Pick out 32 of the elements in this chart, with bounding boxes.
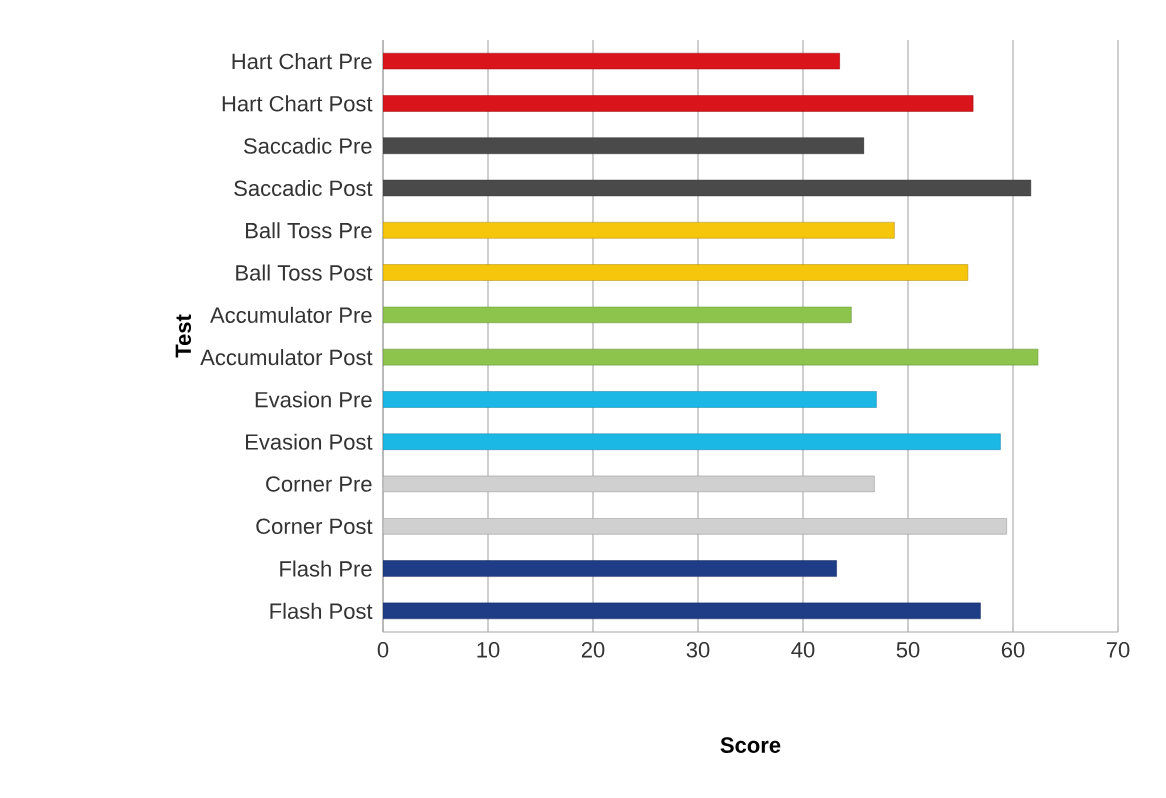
y-tick-label: Hart Chart Pre xyxy=(232,53,372,70)
x-tick-label: 30 xyxy=(686,642,710,658)
x-tick-label: 20 xyxy=(581,642,605,658)
y-tick-label: Flash Post xyxy=(270,602,373,619)
bar xyxy=(383,264,969,281)
y-tick-label: Evasion Pre xyxy=(255,391,372,408)
y-tick-label: Accumulator Post xyxy=(200,349,373,366)
y-tick-label: Saccadic Post xyxy=(234,179,373,197)
bar xyxy=(383,52,841,70)
y-tick-label: Saccadic Pre xyxy=(243,137,372,154)
bar xyxy=(383,179,1032,197)
y-tick-label: Evasion Post xyxy=(246,433,373,450)
x-tick-label: 40 xyxy=(791,642,815,658)
x-tick-label: 10 xyxy=(477,642,500,658)
bar xyxy=(383,306,852,324)
bar xyxy=(383,95,974,112)
y-tick-label: Ball Toss Post xyxy=(236,264,373,281)
x-tick-label: 70 xyxy=(1106,642,1130,658)
x-axis-title: Score xyxy=(720,737,781,753)
x-tick-label: 50 xyxy=(896,642,920,658)
bar xyxy=(383,518,1007,535)
y-tick-label: Hart Chart Post xyxy=(222,95,373,112)
y-tick-label: Flash Pre xyxy=(280,560,372,577)
y-tick-label: Accumulator Pre xyxy=(210,306,372,323)
y-tick-label: Corner Pre xyxy=(266,476,372,492)
y-tick-label: Corner Post xyxy=(256,518,373,535)
x-tick-label: 0 xyxy=(377,642,389,658)
y-tick-label: Ball Toss Pre xyxy=(246,222,372,239)
x-tick-label: 60 xyxy=(1001,642,1025,658)
bar xyxy=(383,475,875,493)
bar xyxy=(383,602,981,620)
y-axis-title: Test xyxy=(175,314,192,358)
